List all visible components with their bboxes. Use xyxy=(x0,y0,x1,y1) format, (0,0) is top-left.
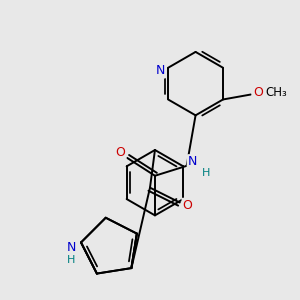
Text: H: H xyxy=(202,168,211,178)
Text: O: O xyxy=(115,146,125,160)
Text: H: H xyxy=(67,255,75,265)
Text: N: N xyxy=(66,241,76,254)
Text: O: O xyxy=(183,199,193,212)
Text: N: N xyxy=(188,155,197,168)
Text: N: N xyxy=(155,64,165,77)
Text: O: O xyxy=(253,86,262,99)
Text: CH₃: CH₃ xyxy=(266,86,287,99)
